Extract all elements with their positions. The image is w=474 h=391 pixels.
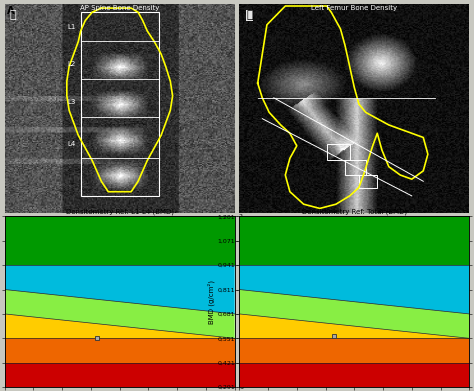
Polygon shape [239, 289, 469, 338]
Polygon shape [239, 216, 469, 265]
Polygon shape [5, 314, 235, 338]
Text: Ⓐ: Ⓐ [9, 10, 16, 20]
Y-axis label: BMD (g/cm²): BMD (g/cm²) [207, 280, 215, 324]
Bar [345, 160, 366, 175]
Polygon shape [239, 338, 469, 363]
Text: A: A [7, 6, 15, 16]
Title: Densitometry Ref: Total (BMD): Densitometry Ref: Total (BMD) [302, 208, 407, 215]
Polygon shape [239, 314, 469, 338]
Bar [327, 144, 350, 160]
Polygon shape [5, 289, 235, 338]
Polygon shape [5, 265, 235, 314]
Bar [81, 12, 159, 196]
Text: Left Femur Bone Density: Left Femur Bone Density [311, 5, 397, 11]
Y-axis label: YA T-score: YA T-score [248, 284, 254, 319]
Text: L4: L4 [68, 141, 76, 147]
Polygon shape [5, 338, 235, 363]
Text: Ⓑ: Ⓑ [246, 10, 253, 20]
Title: Densitometry Ref: L1-L4 (BMD): Densitometry Ref: L1-L4 (BMD) [66, 208, 173, 215]
Bar [359, 175, 377, 188]
Text: L3: L3 [68, 99, 76, 105]
Polygon shape [5, 216, 235, 265]
Text: AP Spine Bone Density: AP Spine Bone Density [80, 5, 159, 11]
Polygon shape [239, 363, 469, 387]
Text: L2: L2 [68, 61, 76, 67]
Polygon shape [5, 363, 235, 387]
Text: L1: L1 [68, 24, 76, 30]
Polygon shape [239, 265, 469, 314]
